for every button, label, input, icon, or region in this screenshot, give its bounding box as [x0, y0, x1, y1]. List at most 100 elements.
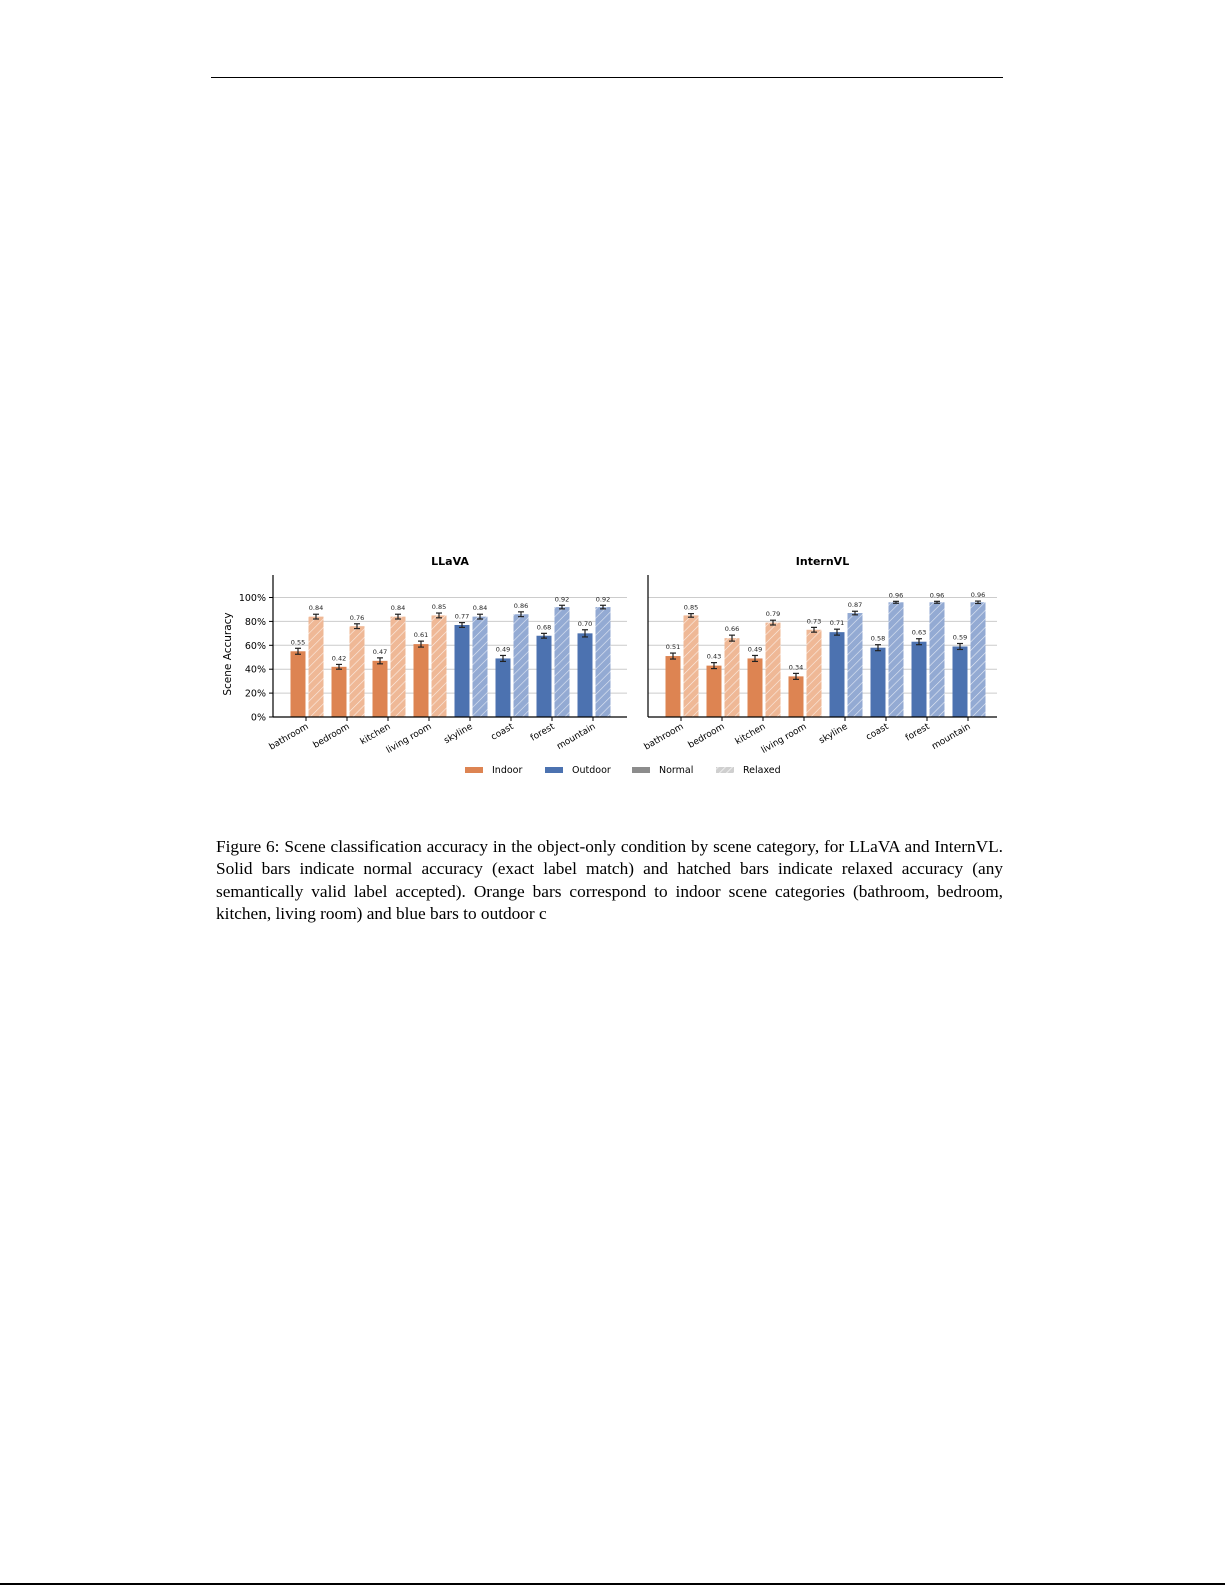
figure-caption: Figure 6: Scene classification accuracy …	[216, 836, 1003, 925]
x-tick-label: forest	[529, 722, 557, 744]
figure-caption-text: Scene classification accuracy in the obj…	[216, 837, 1003, 923]
bar-relaxed	[513, 614, 529, 717]
bar-relaxed	[765, 622, 781, 717]
bar-value-label: 0.92	[555, 595, 569, 603]
bar-group-forest: 0.63 0.96	[911, 591, 945, 717]
legend-item-relaxed: Relaxed	[716, 765, 781, 776]
bar-value-label: 0.59	[953, 634, 967, 642]
bar-normal	[536, 635, 552, 717]
x-tick-label: kitchen	[359, 722, 393, 747]
bar-group-mountain: 0.70 0.92	[577, 595, 611, 717]
bar-relaxed	[806, 629, 822, 717]
bar-value-label: 0.85	[432, 603, 446, 611]
bar-group-coast: 0.49 0.86	[495, 602, 529, 717]
legend-label: Relaxed	[743, 765, 781, 776]
x-tick-label: bathroom	[268, 722, 311, 753]
bar-relaxed	[847, 613, 863, 717]
bar-value-label: 0.96	[889, 591, 903, 599]
legend-item-indoor: Indoor	[465, 765, 522, 776]
bar-group-bedroom: 0.42 0.76	[331, 614, 365, 717]
bar-normal	[911, 641, 927, 717]
bar-relaxed	[431, 615, 447, 717]
bar-relaxed	[888, 602, 904, 717]
x-tick-label: mountain	[930, 722, 972, 752]
bar-group-skyline: 0.77 0.84	[454, 604, 488, 717]
chart-title: LLaVA	[431, 555, 469, 568]
bar-value-label: 0.96	[971, 591, 985, 599]
bar-relaxed	[683, 615, 699, 717]
bar-normal	[290, 651, 306, 717]
bar-value-label: 0.76	[350, 614, 364, 622]
legend-item-normal: Normal	[632, 765, 693, 776]
bar-relaxed	[595, 607, 611, 717]
x-tick-label: bathroom	[643, 722, 686, 753]
bar-normal	[829, 632, 845, 717]
y-tick-label: 20%	[245, 689, 266, 700]
bar-value-label: 0.51	[666, 643, 680, 651]
x-tick-label: bedroom	[687, 722, 727, 751]
bar-normal	[788, 676, 804, 717]
legend-swatch	[632, 767, 650, 773]
legend-swatch	[465, 767, 483, 773]
legend-label: Indoor	[492, 765, 522, 776]
y-tick-label: 40%	[245, 665, 266, 676]
legend: Indoor Outdoor Normal Relaxed	[465, 765, 781, 776]
bar-relaxed	[724, 638, 740, 717]
bar-group-forest: 0.68 0.92	[536, 595, 570, 717]
bar-value-label: 0.68	[537, 623, 551, 631]
bar-normal	[577, 633, 593, 717]
x-tick-label: mountain	[555, 722, 597, 752]
bar-relaxed	[390, 616, 406, 717]
bar-value-label: 0.96	[930, 591, 944, 599]
bar-relaxed	[308, 616, 324, 717]
x-tick-label: living room	[760, 722, 809, 756]
x-tick-label: forest	[904, 722, 932, 744]
y-tick-label: 80%	[245, 617, 266, 628]
bar-group-skyline: 0.71 0.87	[829, 601, 863, 717]
bar-value-label: 0.66	[725, 625, 739, 633]
bar-group-kitchen: 0.49 0.79	[747, 610, 781, 717]
bar-value-label: 0.43	[707, 653, 721, 661]
bar-relaxed	[349, 626, 365, 717]
x-tick-label: coast	[865, 722, 891, 743]
x-tick-label: living room	[385, 722, 434, 756]
x-tick-label: skyline	[443, 722, 475, 746]
bar-group-kitchen: 0.47 0.84	[372, 604, 406, 717]
bar-value-label: 0.87	[848, 601, 862, 609]
bar-relaxed	[554, 607, 570, 717]
x-tick-label: coast	[490, 722, 516, 743]
bar-relaxed	[970, 602, 986, 717]
page-bottom-rule	[0, 1583, 1225, 1585]
chart-panel-internvl: InternVL 0.51 0.85 bathroom 0.43 0.66 bedroom 0…	[643, 555, 997, 756]
bar-value-label: 0.77	[455, 613, 469, 621]
x-tick-label: kitchen	[734, 722, 768, 747]
bar-group-living-room: 0.34 0.73	[788, 617, 822, 717]
bar-normal	[454, 624, 470, 717]
bar-value-label: 0.92	[596, 595, 610, 603]
y-tick-label: 0%	[251, 713, 266, 724]
bar-chart-figure: LLaVA 0% 20% 40% 60% 80% 100% Scene Accuracy 0.5…	[222, 555, 997, 776]
bar-relaxed	[929, 602, 945, 717]
bar-value-label: 0.84	[473, 604, 487, 612]
bar-value-label: 0.58	[871, 635, 885, 643]
legend-swatch	[545, 767, 563, 773]
page-header-rule	[211, 77, 1003, 78]
bar-value-label: 0.73	[807, 617, 821, 625]
chart-title: InternVL	[796, 555, 849, 568]
y-tick-label: 100%	[239, 593, 266, 604]
bar-value-label: 0.42	[332, 654, 346, 662]
chart-panel-llava: LLaVA 0% 20% 40% 60% 80% 100% Scene Accuracy 0.5…	[222, 555, 627, 756]
bar-group-bathroom: 0.51 0.85	[665, 604, 699, 717]
bar-value-label: 0.84	[391, 604, 405, 612]
x-tick-label: skyline	[818, 722, 850, 746]
figure-number: Figure 6:	[216, 837, 280, 856]
bar-group-living-room: 0.61 0.85	[413, 603, 447, 717]
y-axis-label: Scene Accuracy	[222, 612, 234, 695]
bar-normal	[372, 660, 388, 717]
bar-value-label: 0.85	[684, 604, 698, 612]
bar-group-bedroom: 0.43 0.66	[706, 625, 740, 717]
bar-normal	[665, 656, 681, 717]
figure-6: LLaVA 0% 20% 40% 60% 80% 100% Scene Accuracy 0.5…	[222, 555, 997, 776]
bar-normal	[706, 665, 722, 717]
bar-normal	[331, 666, 347, 717]
